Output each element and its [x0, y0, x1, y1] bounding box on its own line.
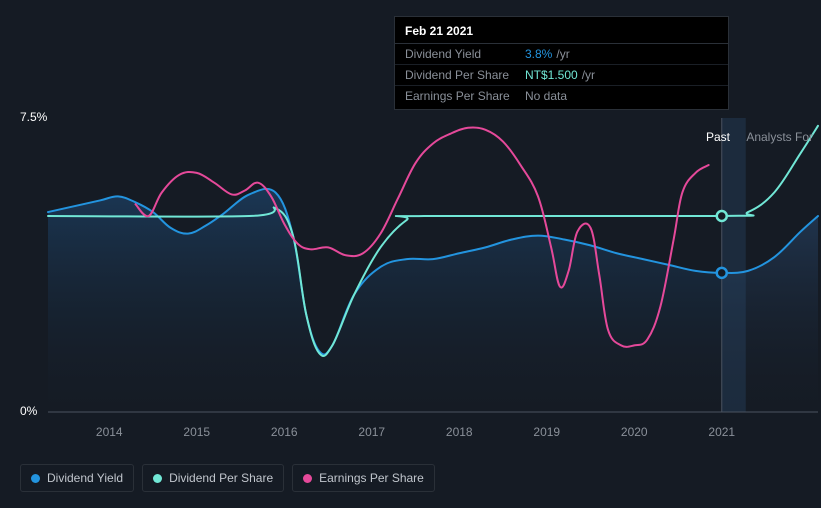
legend-item-label: Dividend Per Share [169, 471, 273, 485]
legend-item[interactable]: Earnings Per Share [292, 464, 435, 492]
legend-item[interactable]: Dividend Per Share [142, 464, 284, 492]
tooltip-row: Dividend Yield3.8% /yr [395, 44, 728, 65]
x-axis-label: 2018 [446, 425, 473, 439]
legend-dot-icon [153, 474, 162, 483]
hover-column [722, 118, 746, 412]
tooltip-row-label: Dividend Yield [405, 47, 525, 61]
tooltip-row-value: No data [525, 89, 567, 103]
x-axis-label: 2016 [271, 425, 298, 439]
x-axis-label: 2017 [358, 425, 385, 439]
legend: Dividend Yield Dividend Per Share Earnings… [20, 464, 435, 492]
tooltip-row-label: Earnings Per Share [405, 89, 525, 103]
legend-item[interactable]: Dividend Yield [20, 464, 134, 492]
legend-item-label: Dividend Yield [47, 471, 123, 485]
x-axis-label: 2021 [708, 425, 735, 439]
tooltip-row-label: Dividend Per Share [405, 68, 525, 82]
tooltip-row: Earnings Per ShareNo data [395, 86, 728, 109]
legend-dot-icon [303, 474, 312, 483]
y-axis-label: 0% [20, 404, 37, 418]
tooltip-row-value: 3.8% [525, 47, 552, 61]
x-axis-label: 2015 [183, 425, 210, 439]
past-label: Past [706, 130, 730, 144]
forecast-label: Analysts For [746, 130, 813, 144]
tooltip-row-unit: /yr [582, 68, 595, 82]
x-axis-label: 2019 [533, 425, 560, 439]
marker-dividend_per_share [717, 211, 727, 221]
chart-tooltip: Feb 21 2021 Dividend Yield3.8%/yrDividen… [394, 16, 729, 110]
legend-dot-icon [31, 474, 40, 483]
tooltip-row: Dividend Per ShareNT$1.500/yr [395, 65, 728, 86]
x-axis-label: 2020 [621, 425, 648, 439]
x-axis-label: 2014 [96, 425, 123, 439]
marker-dividend_yield [717, 268, 727, 278]
legend-item-label: Earnings Per Share [319, 471, 424, 485]
y-axis-label: 7.5% [20, 110, 47, 124]
chart-container: Past Analysts For Feb 21 2021 Dividend Y… [0, 0, 821, 508]
tooltip-date: Feb 21 2021 [395, 17, 728, 44]
tooltip-row-unit: /yr [556, 47, 569, 61]
tooltip-row-value: NT$1.500 [525, 68, 578, 82]
